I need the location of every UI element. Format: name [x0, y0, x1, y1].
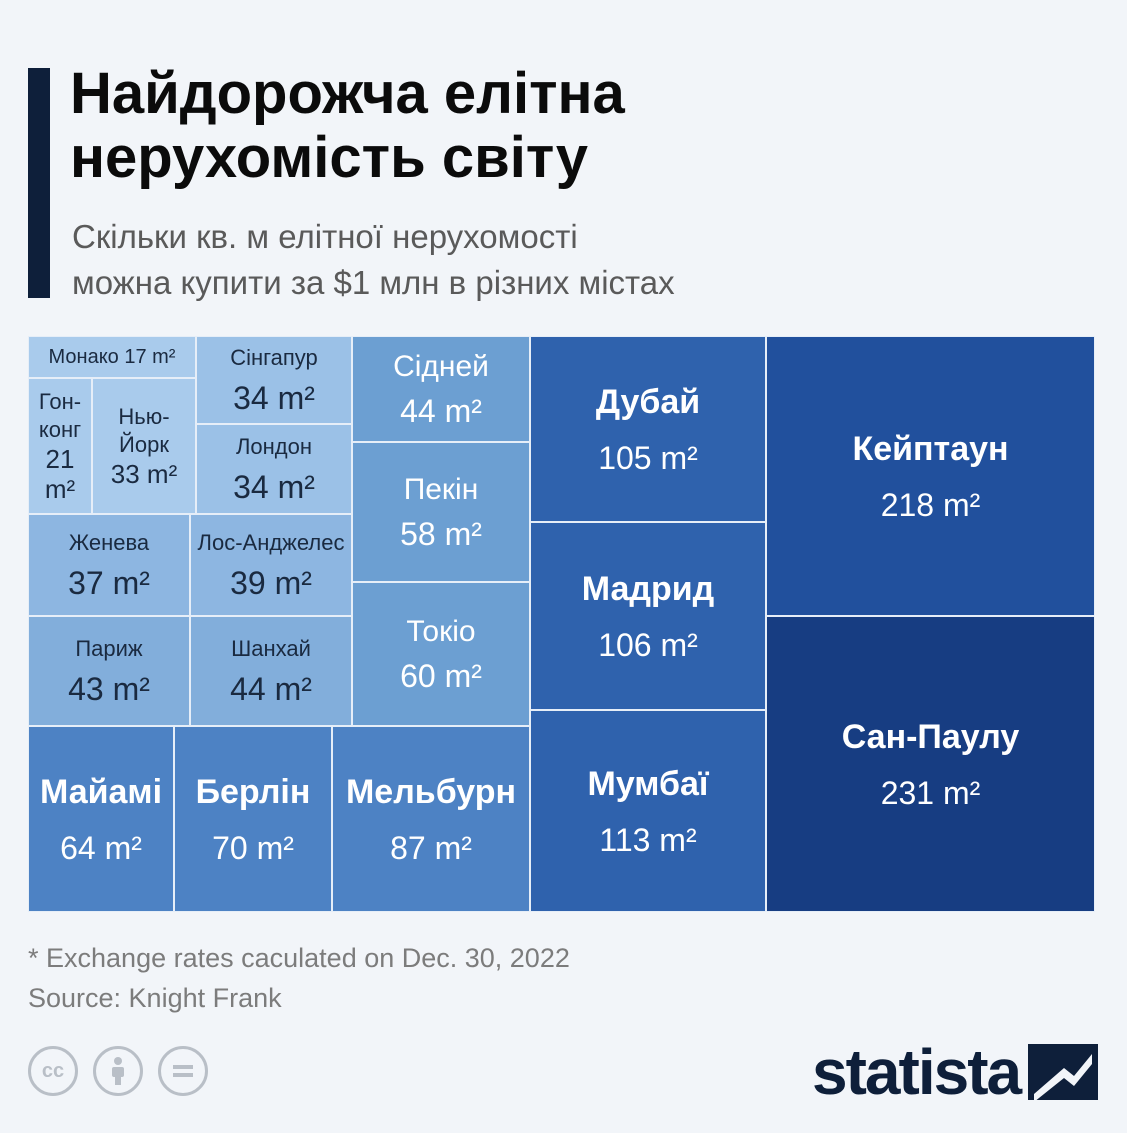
by-icon[interactable]	[93, 1046, 143, 1096]
statista-logo-icon	[1028, 1044, 1099, 1100]
cell-value: 105 m²	[598, 440, 698, 476]
treemap-cell: Гон-конг 21 m²	[28, 378, 92, 514]
cell-label-line: Йорк	[119, 432, 169, 457]
cell-city: Лос-Анджелес	[197, 530, 345, 555]
statista-logo-text: statista	[812, 1036, 1022, 1108]
cell-label-line: конг	[38, 417, 82, 442]
cell-value: 37 m²	[68, 565, 150, 601]
cell-value: 106 m²	[598, 627, 698, 663]
cell-city: Сідней	[393, 350, 489, 383]
cell-value: 34 m²	[233, 469, 315, 505]
cell-city: Женева	[68, 530, 150, 555]
cell-value: 44 m²	[230, 671, 312, 707]
chart-title: Найдорожча елітна нерухомість світу	[70, 62, 625, 190]
cell-city: Сан-Паулу	[841, 718, 1020, 756]
treemap-cell: Нью- Йорк 33 m²	[92, 378, 196, 514]
treemap-cell: Берлін 70 m²	[174, 726, 332, 912]
treemap-cell: Сан-Паулу 231 m²	[766, 616, 1095, 912]
treemap-cell: Дубай 105 m²	[530, 336, 766, 522]
cell-value: 60 m²	[400, 658, 482, 694]
cell-city: Мадрид	[581, 570, 715, 608]
cell-value: 70 m²	[212, 830, 294, 866]
cell-value: 113 m²	[599, 822, 697, 858]
treemap-cell: Мадрид 106 m²	[530, 522, 766, 710]
treemap-cell: Сінгапур 34 m²	[196, 336, 352, 424]
treemap-cell: Кейптаун 218 m²	[766, 336, 1095, 616]
cell-value: 44 m²	[400, 393, 482, 429]
source-note: Source: Knight Frank	[28, 983, 282, 1013]
treemap-cell: Монако 17 m²	[28, 336, 196, 378]
cell-city: Париж	[75, 636, 143, 661]
title-accent-bar	[28, 68, 50, 298]
treemap-cell: Пекін 58 m²	[352, 442, 530, 582]
cell-city: Мумбаї	[587, 765, 709, 803]
cell-city: Кейптаун	[852, 430, 1009, 468]
treemap-cell: Женева 37 m²	[28, 514, 190, 616]
footnote: * Exchange rates caculated on Dec. 30, 2…	[28, 938, 570, 1018]
subtitle-line-1: Скільки кв. м елітної нерухомості	[72, 218, 578, 255]
cell-label-line: m²	[44, 474, 76, 504]
treemap-cell: Лондон 34 m²	[196, 424, 352, 514]
cell-city: Шанхай	[231, 636, 311, 661]
treemap-cell: Лос-Анджелес 39 m²	[190, 514, 352, 616]
treemap-cell: Шанхай 44 m²	[190, 616, 352, 726]
cell-label: Монако 17 m²	[48, 345, 176, 368]
cell-city: Берлін	[195, 773, 311, 811]
cell-label-line: Гон-	[38, 389, 82, 414]
exchange-rate-note: * Exchange rates caculated on Dec. 30, 2…	[28, 943, 570, 973]
cell-value: 218 m²	[880, 487, 981, 523]
nd-icon[interactable]	[158, 1046, 208, 1096]
cell-value: 34 m²	[233, 380, 315, 416]
cell-value: 87 m²	[390, 830, 472, 866]
cell-label-line: Нью-	[118, 404, 170, 429]
statista-logo[interactable]: statista	[812, 1036, 1099, 1108]
cell-city: Сінгапур	[230, 345, 318, 370]
cell-label-line: 21	[45, 444, 75, 474]
cell-value: 58 m²	[400, 516, 482, 552]
cell-value: 64 m²	[60, 830, 142, 866]
cell-city: Майамі	[39, 773, 163, 811]
treemap-cell: Майамі 64 m²	[28, 726, 174, 912]
subtitle-line-2: можна купити за $1 млн в різних містах	[72, 264, 675, 301]
treemap-cell: Париж 43 m²	[28, 616, 190, 726]
cell-city: Токіо	[406, 615, 476, 648]
treemap-cell: Мумбаї 113 m²	[530, 710, 766, 912]
cell-city: Дубай	[595, 383, 701, 421]
cell-city: Мельбурн	[345, 773, 517, 811]
cell-value: 43 m²	[68, 671, 150, 707]
cell-value: 39 m²	[230, 565, 312, 601]
cell-city: Лондон	[235, 434, 313, 459]
cell-value: 231 m²	[880, 775, 981, 811]
treemap-cell: Сідней 44 m²	[352, 336, 530, 442]
treemap: Монако 17 m² Гон-конг 21 m² Нью- Йорк 33 m² Сін…	[28, 336, 1095, 912]
cell-city: Пекін	[403, 473, 479, 506]
cell-label-line: 33 m²	[110, 459, 178, 489]
cc-icon[interactable]: cc	[28, 1046, 78, 1096]
title-line-1: Найдорожча елітна	[70, 61, 625, 126]
chart-subtitle: Скільки кв. м елітної нерухомості можна …	[72, 214, 675, 306]
title-line-2: нерухомість світу	[70, 125, 588, 190]
license-icons: cc	[28, 1046, 208, 1096]
treemap-cell: Токіо 60 m²	[352, 582, 530, 726]
treemap-cell: Мельбурн 87 m²	[332, 726, 530, 912]
